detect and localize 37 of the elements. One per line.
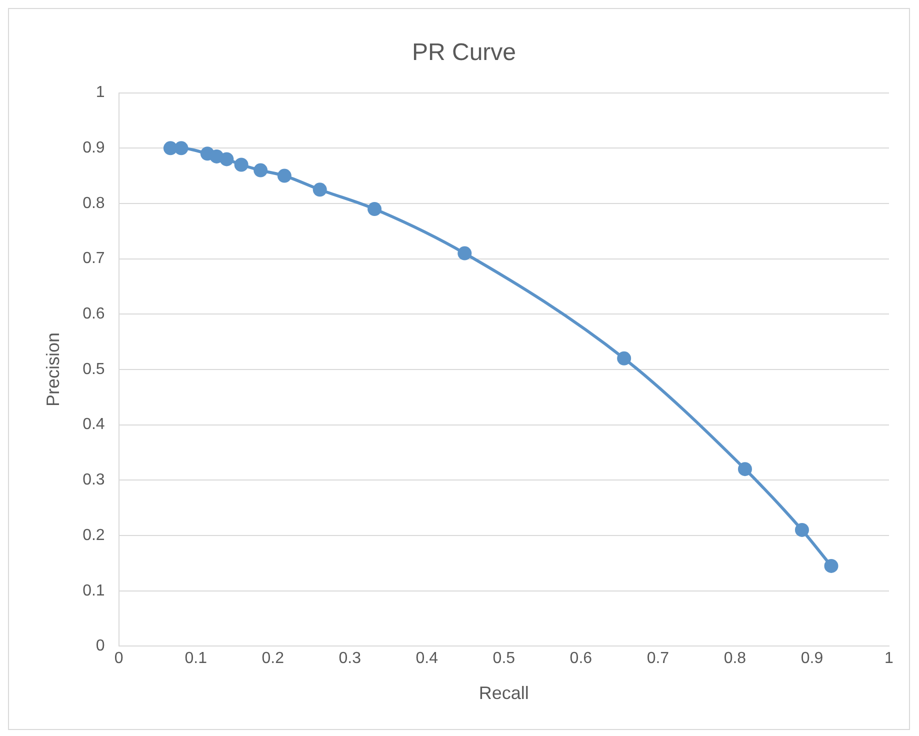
x-tick-label: 0.4 bbox=[416, 650, 438, 668]
x-tick-label: 0.7 bbox=[646, 650, 670, 668]
y-axis-title: Precision bbox=[42, 332, 63, 407]
chart-title: PR Curve bbox=[412, 39, 516, 66]
x-tick-label: 0.2 bbox=[262, 650, 284, 668]
point bbox=[617, 351, 632, 366]
point bbox=[738, 462, 752, 476]
x-tick-label: 0.9 bbox=[800, 650, 824, 668]
y-tick-label: 0.1 bbox=[82, 582, 105, 600]
y-tick-label: 0.8 bbox=[82, 194, 105, 212]
y-tick-label: 0.4 bbox=[82, 416, 105, 434]
y-tick-label: 0.5 bbox=[82, 360, 105, 378]
x-tick-label: 0.8 bbox=[724, 650, 746, 668]
x-tick-label: 0.5 bbox=[492, 650, 516, 668]
point bbox=[458, 246, 472, 260]
y-tick-label: 0.6 bbox=[82, 306, 105, 323]
y-tick-label: 0.3 bbox=[82, 472, 105, 489]
y-tick-label: 0.2 bbox=[82, 526, 105, 544]
y-tick-label: 1 bbox=[96, 84, 105, 102]
point bbox=[824, 558, 838, 573]
point bbox=[312, 182, 327, 197]
x-tick-label: 0 bbox=[114, 650, 124, 668]
point bbox=[254, 163, 268, 178]
x-tick-label: 0.6 bbox=[570, 650, 592, 668]
y-tick-label: 0.9 bbox=[82, 140, 105, 157]
point bbox=[368, 202, 382, 216]
x-tick-label: 0.3 bbox=[338, 650, 362, 668]
x-tick-label: 0.1 bbox=[184, 650, 208, 668]
point bbox=[174, 141, 188, 156]
point bbox=[220, 152, 234, 166]
point bbox=[277, 168, 292, 183]
y-tick-label: 0.7 bbox=[82, 250, 105, 268]
x-axis-title: Recall bbox=[478, 683, 529, 704]
x-tick-label: 1 bbox=[884, 650, 894, 668]
point bbox=[234, 158, 248, 172]
y-tick-label: 0 bbox=[96, 638, 105, 655]
point bbox=[794, 522, 809, 537]
